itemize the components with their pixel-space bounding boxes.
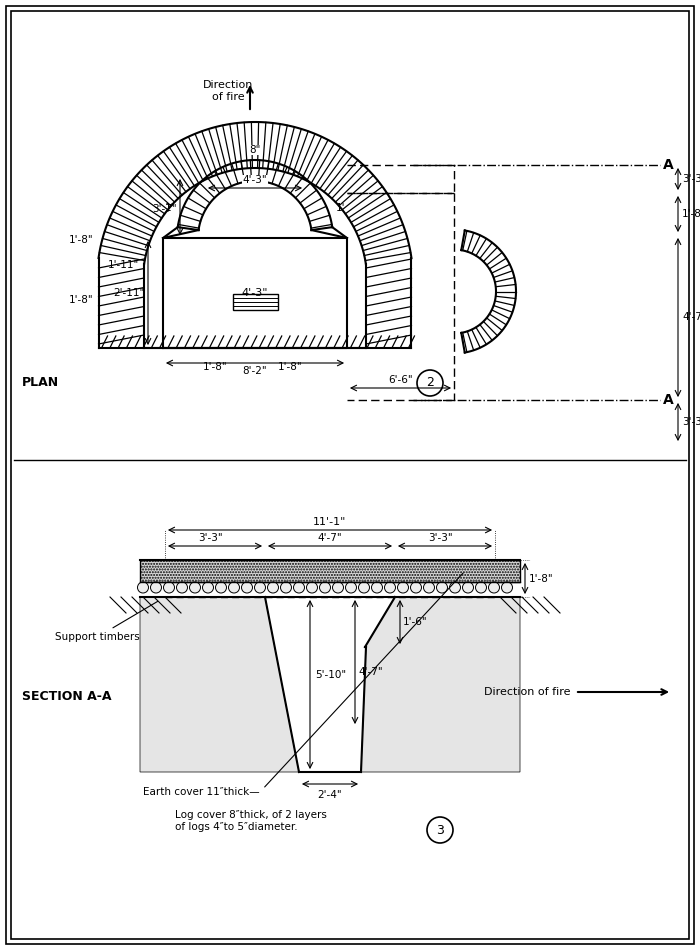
Text: 3'-3": 3'-3"	[197, 533, 223, 543]
Text: 3'-3": 3'-3"	[428, 533, 452, 543]
Text: 4'-7": 4'-7"	[318, 533, 342, 543]
Text: 2: 2	[426, 376, 434, 390]
Circle shape	[475, 582, 486, 593]
Circle shape	[449, 582, 461, 593]
Circle shape	[384, 582, 395, 593]
Text: 6'-6": 6'-6"	[389, 375, 413, 385]
Text: 1'-11": 1'-11"	[108, 260, 139, 270]
Text: 1': 1'	[336, 203, 346, 213]
Polygon shape	[140, 597, 299, 772]
Text: 1'-8": 1'-8"	[529, 574, 554, 583]
Text: Direction
of fire: Direction of fire	[203, 81, 253, 102]
Circle shape	[137, 582, 148, 593]
Circle shape	[176, 582, 188, 593]
Circle shape	[346, 582, 356, 593]
Text: PLAN: PLAN	[22, 376, 59, 390]
Text: 2'-11": 2'-11"	[113, 288, 145, 298]
Text: 3'-3": 3'-3"	[682, 417, 700, 427]
Circle shape	[267, 582, 279, 593]
Circle shape	[398, 582, 409, 593]
Circle shape	[410, 582, 421, 593]
Text: Support timbers: Support timbers	[55, 601, 158, 642]
Text: 8'-2": 8'-2"	[243, 366, 267, 376]
Circle shape	[489, 582, 500, 593]
Text: 4'-3": 4'-3"	[241, 288, 268, 298]
Text: 3'-7": 3'-7"	[153, 204, 177, 215]
Circle shape	[164, 582, 174, 593]
Text: 1'-8": 1'-8"	[69, 235, 94, 245]
Text: A: A	[663, 158, 673, 172]
Polygon shape	[361, 597, 520, 772]
Text: 1': 1'	[164, 203, 174, 213]
Text: Log cover 8″thick, of 2 layers
of logs 4″to 5″diameter.: Log cover 8″thick, of 2 layers of logs 4…	[175, 810, 327, 831]
Text: 8": 8"	[249, 145, 260, 155]
Circle shape	[228, 582, 239, 593]
Text: Direction of fire: Direction of fire	[484, 687, 570, 697]
Circle shape	[319, 582, 330, 593]
Text: 1'-8": 1'-8"	[203, 362, 228, 372]
Text: 2'-4": 2'-4"	[318, 790, 342, 800]
Text: 4'-7": 4'-7"	[682, 313, 700, 322]
Circle shape	[241, 582, 253, 593]
Circle shape	[293, 582, 304, 593]
Text: 11'-1": 11'-1"	[314, 517, 346, 527]
Polygon shape	[140, 560, 520, 582]
Text: 1'-8": 1'-8"	[278, 362, 302, 372]
Circle shape	[501, 582, 512, 593]
Text: Earth cover 11″thick—: Earth cover 11″thick—	[144, 573, 463, 797]
Text: 3'-3": 3'-3"	[682, 174, 700, 184]
Text: 4'-3": 4'-3"	[243, 175, 267, 185]
Circle shape	[281, 582, 291, 593]
Bar	[232, 294, 277, 310]
Circle shape	[358, 582, 370, 593]
Circle shape	[150, 582, 162, 593]
Text: 3: 3	[436, 824, 444, 837]
Circle shape	[332, 582, 344, 593]
Circle shape	[437, 582, 447, 593]
Text: 4'-7": 4'-7"	[358, 667, 383, 677]
Text: 1'-6": 1'-6"	[403, 617, 428, 627]
Circle shape	[427, 817, 453, 843]
Circle shape	[202, 582, 214, 593]
Circle shape	[255, 582, 265, 593]
Circle shape	[216, 582, 227, 593]
Text: 5'-10": 5'-10"	[315, 670, 346, 679]
Circle shape	[372, 582, 382, 593]
Circle shape	[307, 582, 318, 593]
Text: 1'-8": 1'-8"	[69, 295, 94, 305]
Text: A: A	[663, 393, 673, 407]
Circle shape	[190, 582, 200, 593]
Circle shape	[463, 582, 473, 593]
Text: SECTION A-A: SECTION A-A	[22, 691, 111, 704]
Circle shape	[424, 582, 435, 593]
Text: 1'-8": 1'-8"	[682, 209, 700, 219]
